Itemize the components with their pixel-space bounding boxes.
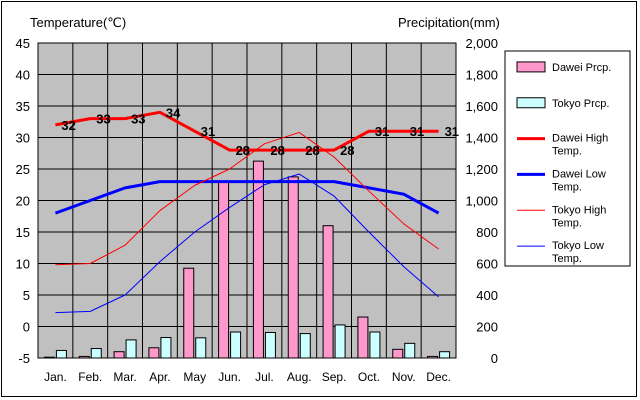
line-tokyo-high-temp: [55, 131, 439, 266]
data-label-dawei-high: 33: [96, 112, 110, 127]
tick-label-precip: 1,200: [465, 162, 498, 177]
tick-label-precip: 1,800: [465, 68, 498, 83]
bar-dawei-precip: [113, 351, 125, 359]
left-axis-title: Temperature(℃): [30, 15, 126, 30]
tick-label-temp: 35: [16, 99, 30, 114]
legend-label: Dawei Low: [552, 168, 606, 180]
tick-label-precip: 1,400: [465, 131, 498, 146]
tick-label-temp: 40: [16, 68, 30, 83]
legend-label: Dawei Prcp.: [552, 62, 611, 74]
bar-tokyo-precip: [369, 331, 381, 359]
tick-label-precip: 600: [476, 257, 498, 272]
legend-label: Tokyo High: [552, 204, 606, 216]
bar-tokyo-precip: [264, 331, 276, 359]
data-label-dawei-high: 32: [61, 118, 75, 133]
line-tokyo-low-temp: [55, 173, 439, 314]
data-label-dawei-high: 33: [131, 112, 145, 127]
data-label-dawei-high: 34: [166, 105, 181, 120]
bar-dawei-precip: [392, 348, 404, 359]
tick-label-month: Jun.: [218, 370, 241, 384]
legend-label: Tokyo Low: [552, 240, 604, 252]
data-label-dawei-high: 28: [270, 143, 284, 158]
bar-tokyo-precip: [334, 324, 346, 359]
line-dawei-low-temp: [54, 180, 440, 215]
bar-tokyo-precip: [404, 342, 416, 359]
bar-tokyo-precip: [90, 348, 102, 359]
tick-label-month: Feb.: [78, 370, 102, 384]
bar-tokyo-precip: [230, 331, 242, 359]
legend-label: Temp.: [552, 146, 582, 158]
bar-dawei-precip: [218, 181, 230, 359]
tick-label-temp: 30: [16, 131, 30, 146]
tick-label-month: Sep.: [322, 370, 347, 384]
bar-dawei-precip: [148, 347, 160, 359]
tick-label-month: Nov.: [392, 370, 416, 384]
tick-label-temp: 20: [16, 194, 30, 209]
right-axis-ticks: 0 200 400 600 800 1,000 1,200 1,400 1,600 1,800 2,…: [465, 36, 498, 366]
data-label-dawei-high: 31: [445, 124, 459, 139]
tick-label-temp: -5: [18, 351, 30, 366]
x-axis-ticks: Jan. Feb. Mar. Apr. May Jun. Jul. Aug. Sep. Oct. N…: [44, 370, 451, 384]
legend-label: Tokyo Prcp.: [552, 98, 609, 110]
tick-label-month: Jul.: [255, 370, 274, 384]
bar-tokyo-precip: [55, 349, 67, 359]
legend-label: Temp.: [552, 217, 582, 229]
grid-lines: [38, 43, 456, 358]
bar-dawei-precip: [427, 355, 439, 359]
legend: Dawei Prcp.Tokyo Prcp.Dawei HighTemp.Daw…: [504, 50, 631, 267]
tick-label-precip: 1,000: [465, 194, 498, 209]
tick-label-temp: 15: [16, 225, 30, 240]
bar-tokyo-precip: [160, 337, 172, 359]
bar-tokyo-precip: [439, 351, 451, 359]
bar-dawei-precip: [322, 225, 334, 359]
line-dawei-high-temp: [55, 110, 439, 152]
tick-label-precip: 400: [476, 288, 498, 303]
tick-label-precip: 0: [491, 351, 498, 366]
bar-tokyo-precip: [299, 333, 311, 359]
right-axis-title: Precipitation(mm): [398, 15, 500, 30]
tick-label-month: Aug.: [287, 370, 312, 384]
tick-label-month: Mar.: [113, 370, 136, 384]
tick-label-temp: 10: [16, 257, 30, 272]
dawei-high-labels: 32 33 33 34 31 28 28 28 28 31 31 31: [61, 105, 459, 158]
tick-label-precip: 1,600: [465, 99, 498, 114]
data-label-dawei-high: 28: [236, 143, 250, 158]
tick-label-precip: 200: [476, 320, 498, 335]
legend-box: [504, 50, 631, 267]
tick-label-temp: 0: [23, 320, 30, 335]
bar-dawei-precip: [78, 355, 90, 359]
bar-dawei-precip: [252, 160, 264, 359]
bar-dawei-precip: [287, 176, 299, 359]
tick-label-temp: 5: [23, 288, 30, 303]
legend-swatch: [516, 97, 546, 109]
tick-label-temp: 25: [16, 162, 30, 177]
legend-swatch: [516, 61, 546, 73]
tick-label-month: Apr.: [149, 370, 170, 384]
data-label-dawei-high: 28: [305, 143, 319, 158]
tick-label-precip: 2,000: [465, 36, 498, 51]
legend-label: Temp.: [552, 181, 582, 193]
tick-label-month: Jan.: [44, 370, 67, 384]
left-axis-ticks: -5 0 5 10 15 20 25 30 35 40 45: [16, 36, 30, 366]
data-label-dawei-high: 31: [410, 124, 424, 139]
data-label-dawei-high: 28: [340, 143, 354, 158]
tick-label-month: Oct.: [358, 370, 380, 384]
bar-tokyo-precip: [195, 337, 207, 359]
tick-label-month: May: [183, 370, 206, 384]
tick-label-temp: 45: [16, 36, 30, 51]
bar-dawei-precip: [357, 316, 369, 359]
legend-label: Temp.: [552, 253, 582, 265]
precipitation-bars: [43, 160, 451, 359]
data-label-dawei-high: 31: [375, 124, 389, 139]
bar-dawei-precip: [183, 267, 195, 359]
bar-tokyo-precip: [125, 339, 137, 359]
temperature-lines: [54, 110, 440, 314]
bar-dawei-precip: [43, 356, 55, 359]
tick-label-precip: 800: [476, 225, 498, 240]
tick-label-month: Dec.: [426, 370, 451, 384]
legend-label: Dawei High: [552, 133, 608, 145]
data-label-dawei-high: 31: [201, 124, 215, 139]
